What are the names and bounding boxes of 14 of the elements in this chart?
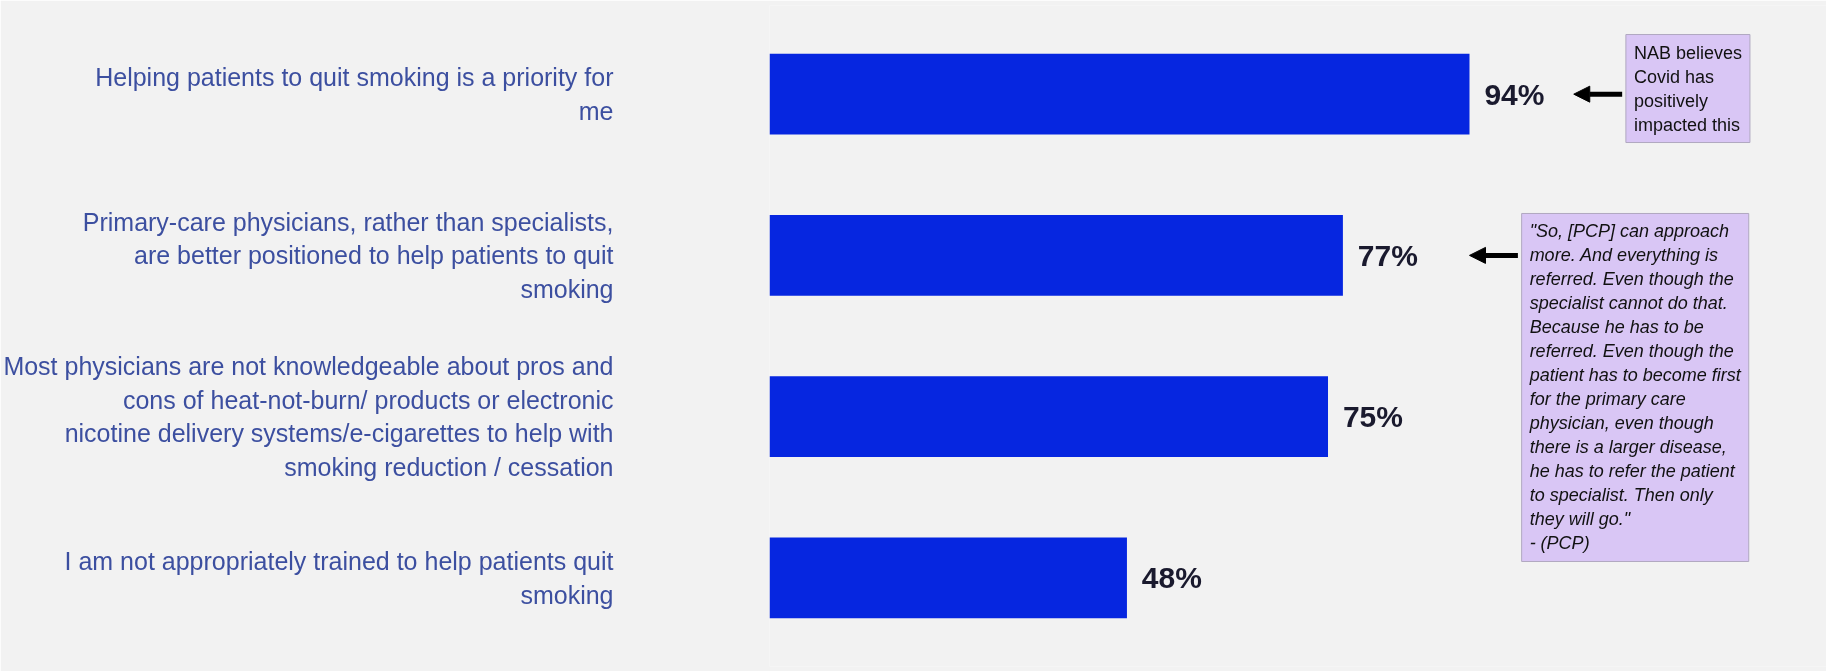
y-tick-label: Helping patients to quit smoking is a priority for me [95, 63, 614, 125]
y-tick-label: I am not appropriately trained to help patients quit smoking [64, 547, 614, 609]
bar [769, 376, 1329, 457]
bar [769, 537, 1127, 619]
text: "So, [PCP] can approach more. And everything is referred. Even though the specialist cannot do that. Because he has to be referred. Even though the patient has to become first for the primary care physician, even though there is a larger disease, he has to refer the patient to specialist. Then only they will go." - (PCP) [1529, 221, 1741, 554]
data-label: 75% [1342, 400, 1403, 434]
data-label: 48% [1141, 561, 1202, 595]
text: NAB believes Covid has positively impacted this [1633, 42, 1742, 135]
y-tick-label: Most physicians are not knowledgeable about pros and cons of heat-not-burn/ products or electronic nicotine delivery systems/e-cigarettes to help with smoking reduction / cessation [3, 352, 614, 482]
y-tick-label: Primary-care physicians, rather than specialists, are better positioned to help patients to quit smoking [82, 207, 614, 303]
data-label: 77% [1357, 238, 1418, 272]
bar [769, 53, 1470, 135]
bar [769, 215, 1343, 296]
data-label: 94% [1484, 77, 1545, 111]
